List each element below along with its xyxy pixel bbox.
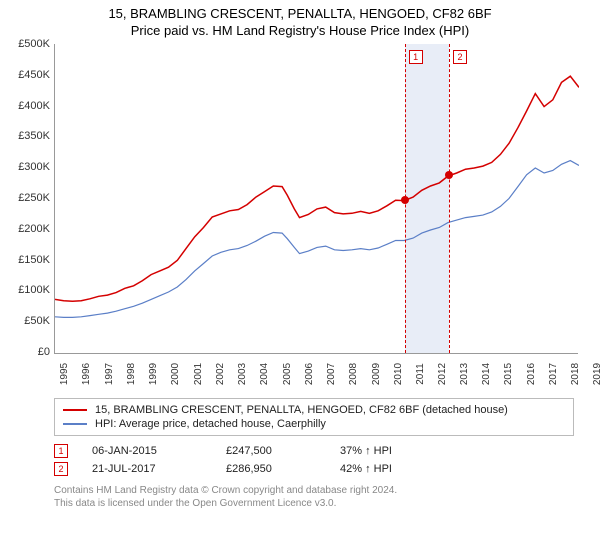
chart-title: 15, BRAMBLING CRESCENT, PENALLTA, HENGOE… xyxy=(10,6,590,21)
y-tick-label: £450K xyxy=(18,69,50,81)
legend-label: 15, BRAMBLING CRESCENT, PENALLTA, HENGOE… xyxy=(95,404,508,416)
sale-row: 1 06-JAN-2015 £247,500 37% ↑ HPI xyxy=(54,442,590,460)
marker-label: 1 xyxy=(409,50,423,64)
x-axis: 1995199619971998199920002001200220032004… xyxy=(54,360,578,388)
y-tick-label: £150K xyxy=(18,254,50,266)
sale-pct: 37% ↑ HPI xyxy=(340,445,392,457)
y-tick-label: £400K xyxy=(18,100,50,112)
sale-date: 06-JAN-2015 xyxy=(92,445,202,457)
sale-price: £286,950 xyxy=(226,463,316,475)
y-tick-label: £0 xyxy=(38,346,50,358)
sale-index-box: 1 xyxy=(54,444,68,458)
chart-subtitle: Price paid vs. HM Land Registry's House … xyxy=(10,23,590,38)
attribution-line: This data is licensed under the Open Gov… xyxy=(54,497,590,510)
sales-list: 1 06-JAN-2015 £247,500 37% ↑ HPI 2 21-JUL-201… xyxy=(54,442,590,478)
legend-row: 15, BRAMBLING CRESCENT, PENALLTA, HENGOE… xyxy=(63,403,565,417)
sale-price: £247,500 xyxy=(226,445,316,457)
legend-row: HPI: Average price, detached house, Caer… xyxy=(63,417,565,431)
y-tick-label: £250K xyxy=(18,192,50,204)
sale-date: 21-JUL-2017 xyxy=(92,463,202,475)
y-tick-label: £500K xyxy=(18,38,50,50)
marker-dot xyxy=(401,196,409,204)
legend-swatch xyxy=(63,409,87,411)
sale-row: 2 21-JUL-2017 £286,950 42% ↑ HPI xyxy=(54,460,590,478)
sale-pct: 42% ↑ HPI xyxy=(340,463,392,475)
series-line xyxy=(55,161,579,318)
x-tick-label: 2019 xyxy=(584,363,600,385)
legend-label: HPI: Average price, detached house, Caer… xyxy=(95,418,326,430)
attribution: Contains HM Land Registry data © Crown c… xyxy=(54,484,590,510)
y-tick-label: £200K xyxy=(18,223,50,235)
y-axis: £500K £450K £400K £350K £300K £250K £200K £150K… xyxy=(10,38,54,358)
series-line xyxy=(55,76,579,301)
marker-line xyxy=(449,44,450,353)
y-tick-label: £50K xyxy=(24,315,50,327)
y-tick-label: £100K xyxy=(18,284,50,296)
marker-label: 2 xyxy=(453,50,467,64)
chart-plot-area: 12 xyxy=(54,44,578,354)
y-tick-label: £300K xyxy=(18,161,50,173)
attribution-line: Contains HM Land Registry data © Crown c… xyxy=(54,484,590,497)
marker-dot xyxy=(445,171,453,179)
y-tick-label: £350K xyxy=(18,130,50,142)
legend-swatch xyxy=(63,423,87,425)
sale-index-box: 2 xyxy=(54,462,68,476)
legend: 15, BRAMBLING CRESCENT, PENALLTA, HENGOE… xyxy=(54,398,574,436)
